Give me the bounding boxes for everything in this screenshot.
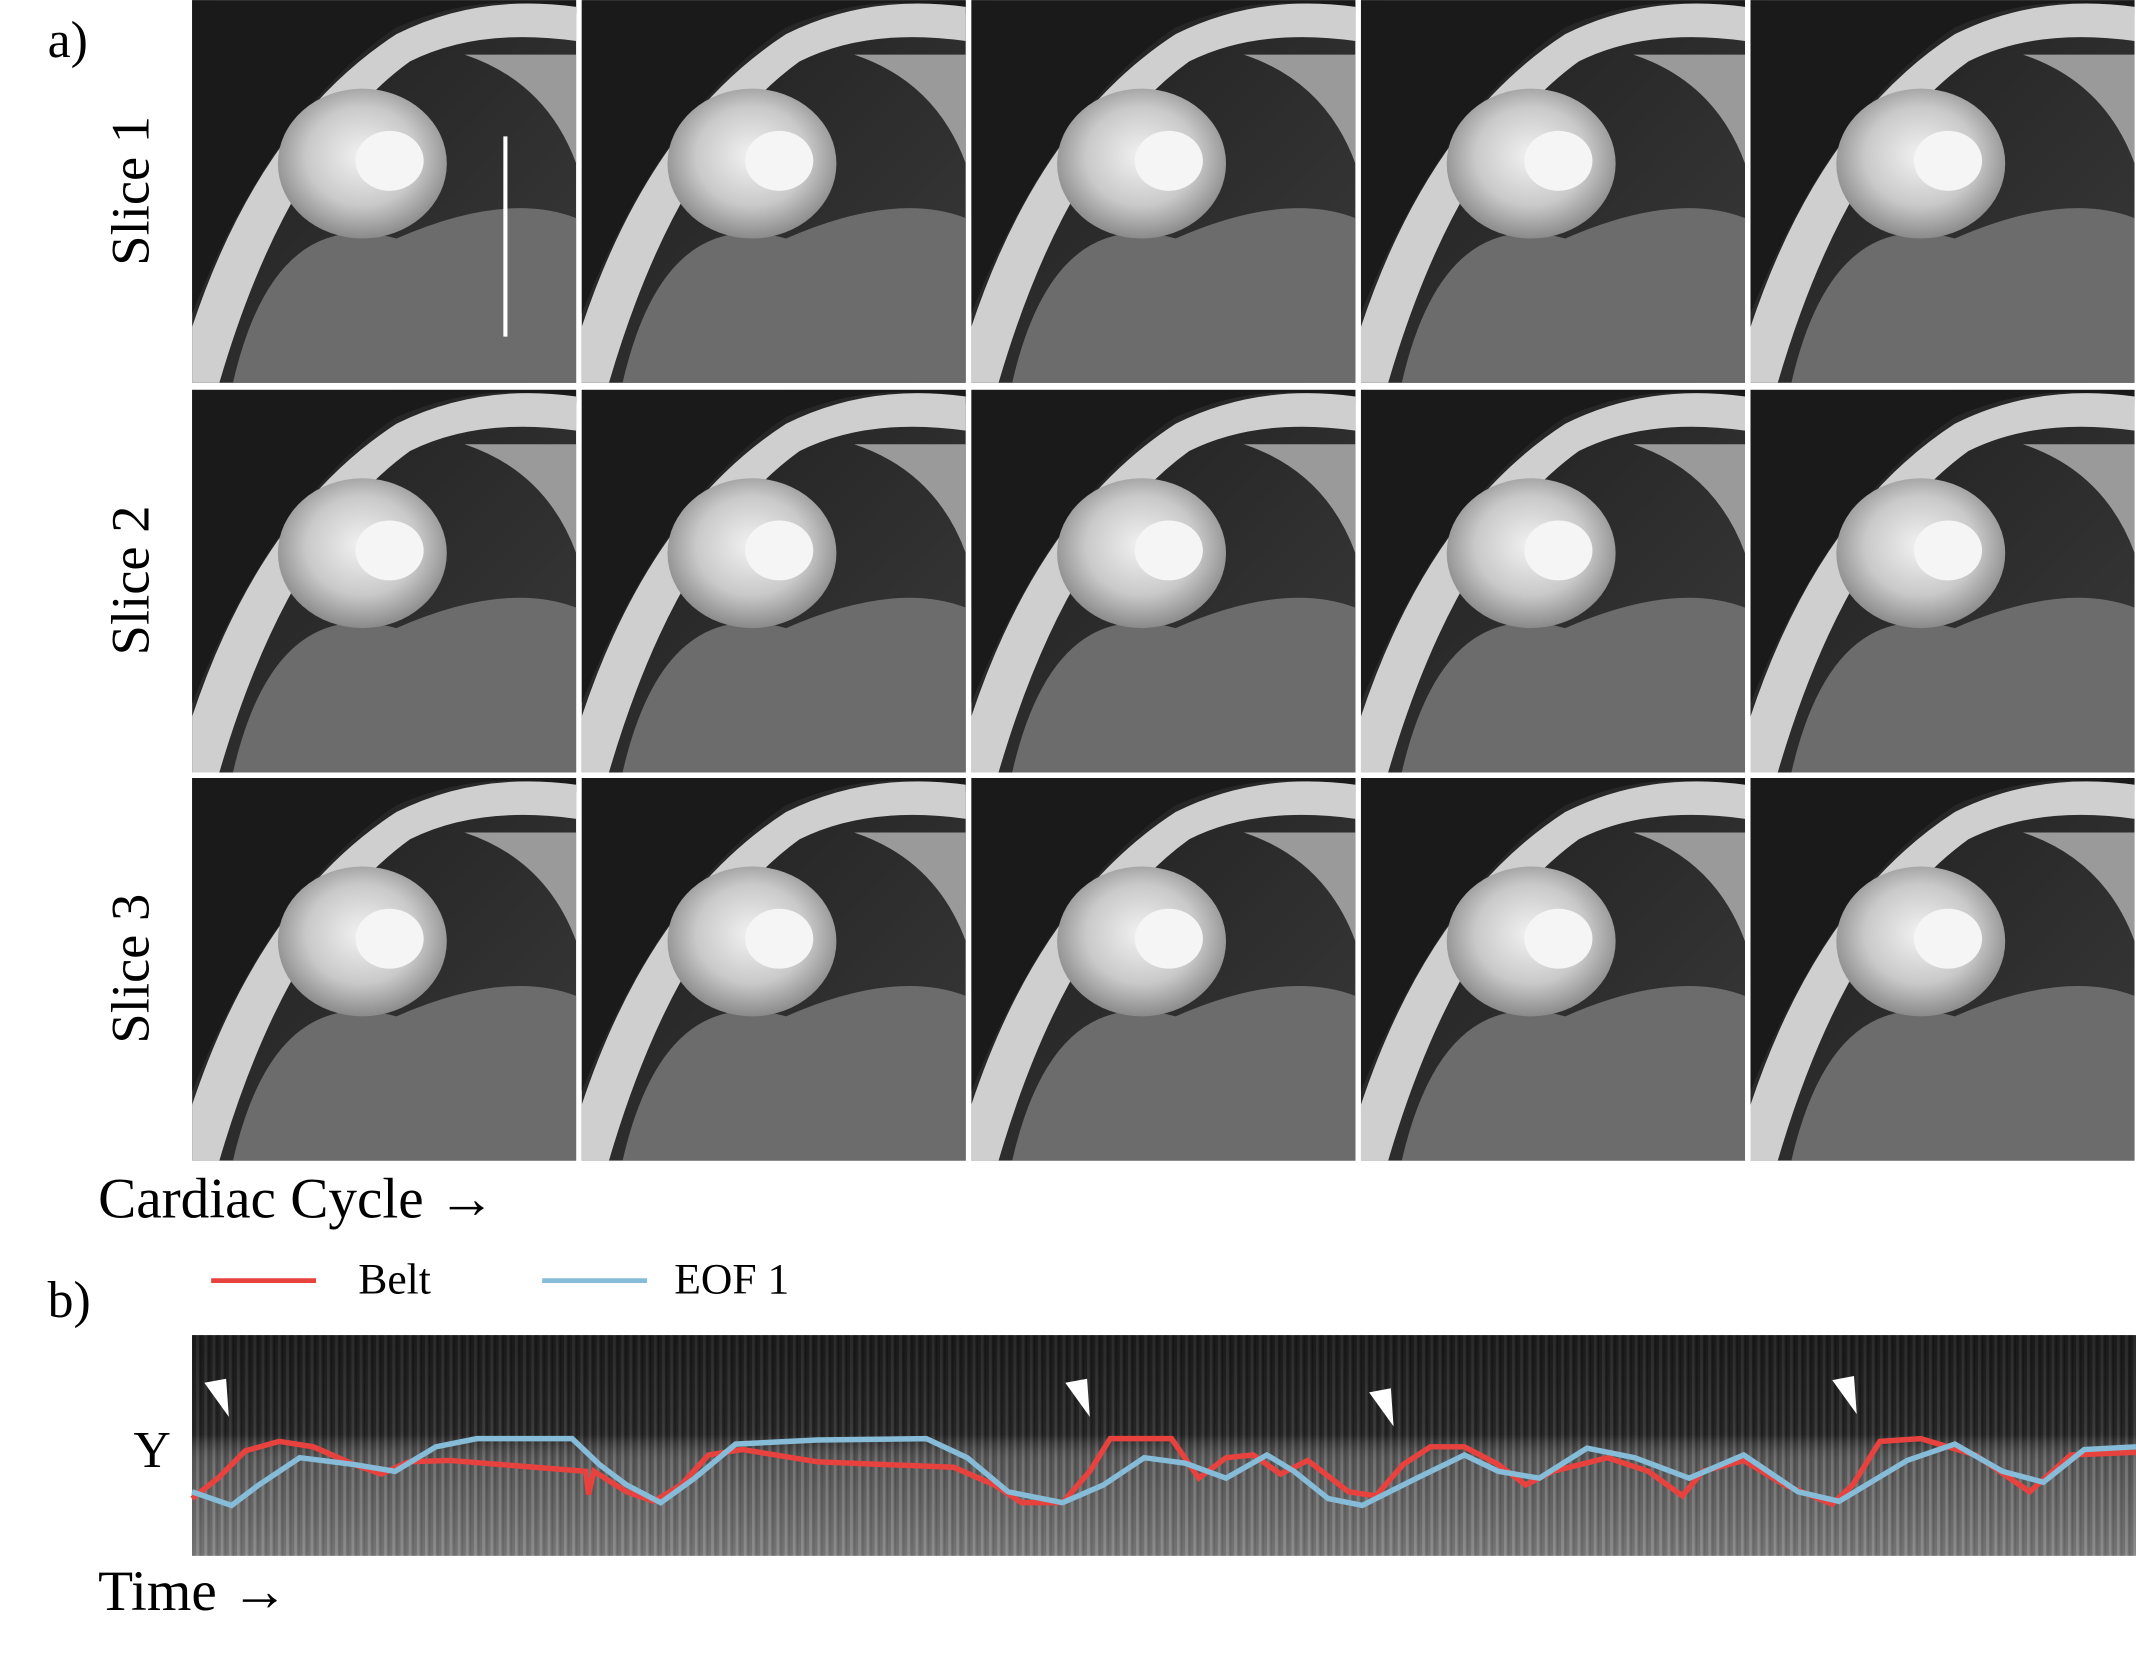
axis-label: Cardiac Cycle → xyxy=(98,1167,495,1230)
mri-frame xyxy=(971,0,1355,383)
panel-label: a) xyxy=(48,12,88,69)
mri-frame xyxy=(192,0,576,383)
belt-curve xyxy=(190,1435,2136,1508)
arrowheads xyxy=(204,1375,1857,1427)
mri-frame xyxy=(582,0,966,383)
m-mode-strip xyxy=(190,1335,2136,1556)
mri-frame xyxy=(192,390,576,773)
mri-frame xyxy=(1361,390,1745,773)
mri-frame xyxy=(1750,0,2134,383)
mri-frame xyxy=(582,778,966,1161)
y-label: Y xyxy=(134,1422,171,1479)
axis-label: Time → xyxy=(98,1560,288,1623)
mri-frame xyxy=(192,778,576,1161)
legend-label: EOF 1 xyxy=(674,1255,789,1303)
image-grid xyxy=(192,0,2135,1161)
mri-frame xyxy=(1750,390,2134,773)
legend-label: Belt xyxy=(358,1255,431,1303)
mri-frame xyxy=(971,390,1355,773)
mri-frame xyxy=(971,778,1355,1161)
eof-curve xyxy=(191,1435,2136,1509)
mri-frame xyxy=(1361,778,1745,1161)
panel-label: b) xyxy=(48,1272,91,1329)
row-label: Slice 3 xyxy=(100,894,161,1044)
mri-frame xyxy=(582,390,966,773)
mri-frame xyxy=(1750,778,2134,1161)
mri-frame xyxy=(1361,0,1745,383)
row-label: Slice 2 xyxy=(100,506,161,656)
row-label: Slice 1 xyxy=(100,116,161,266)
